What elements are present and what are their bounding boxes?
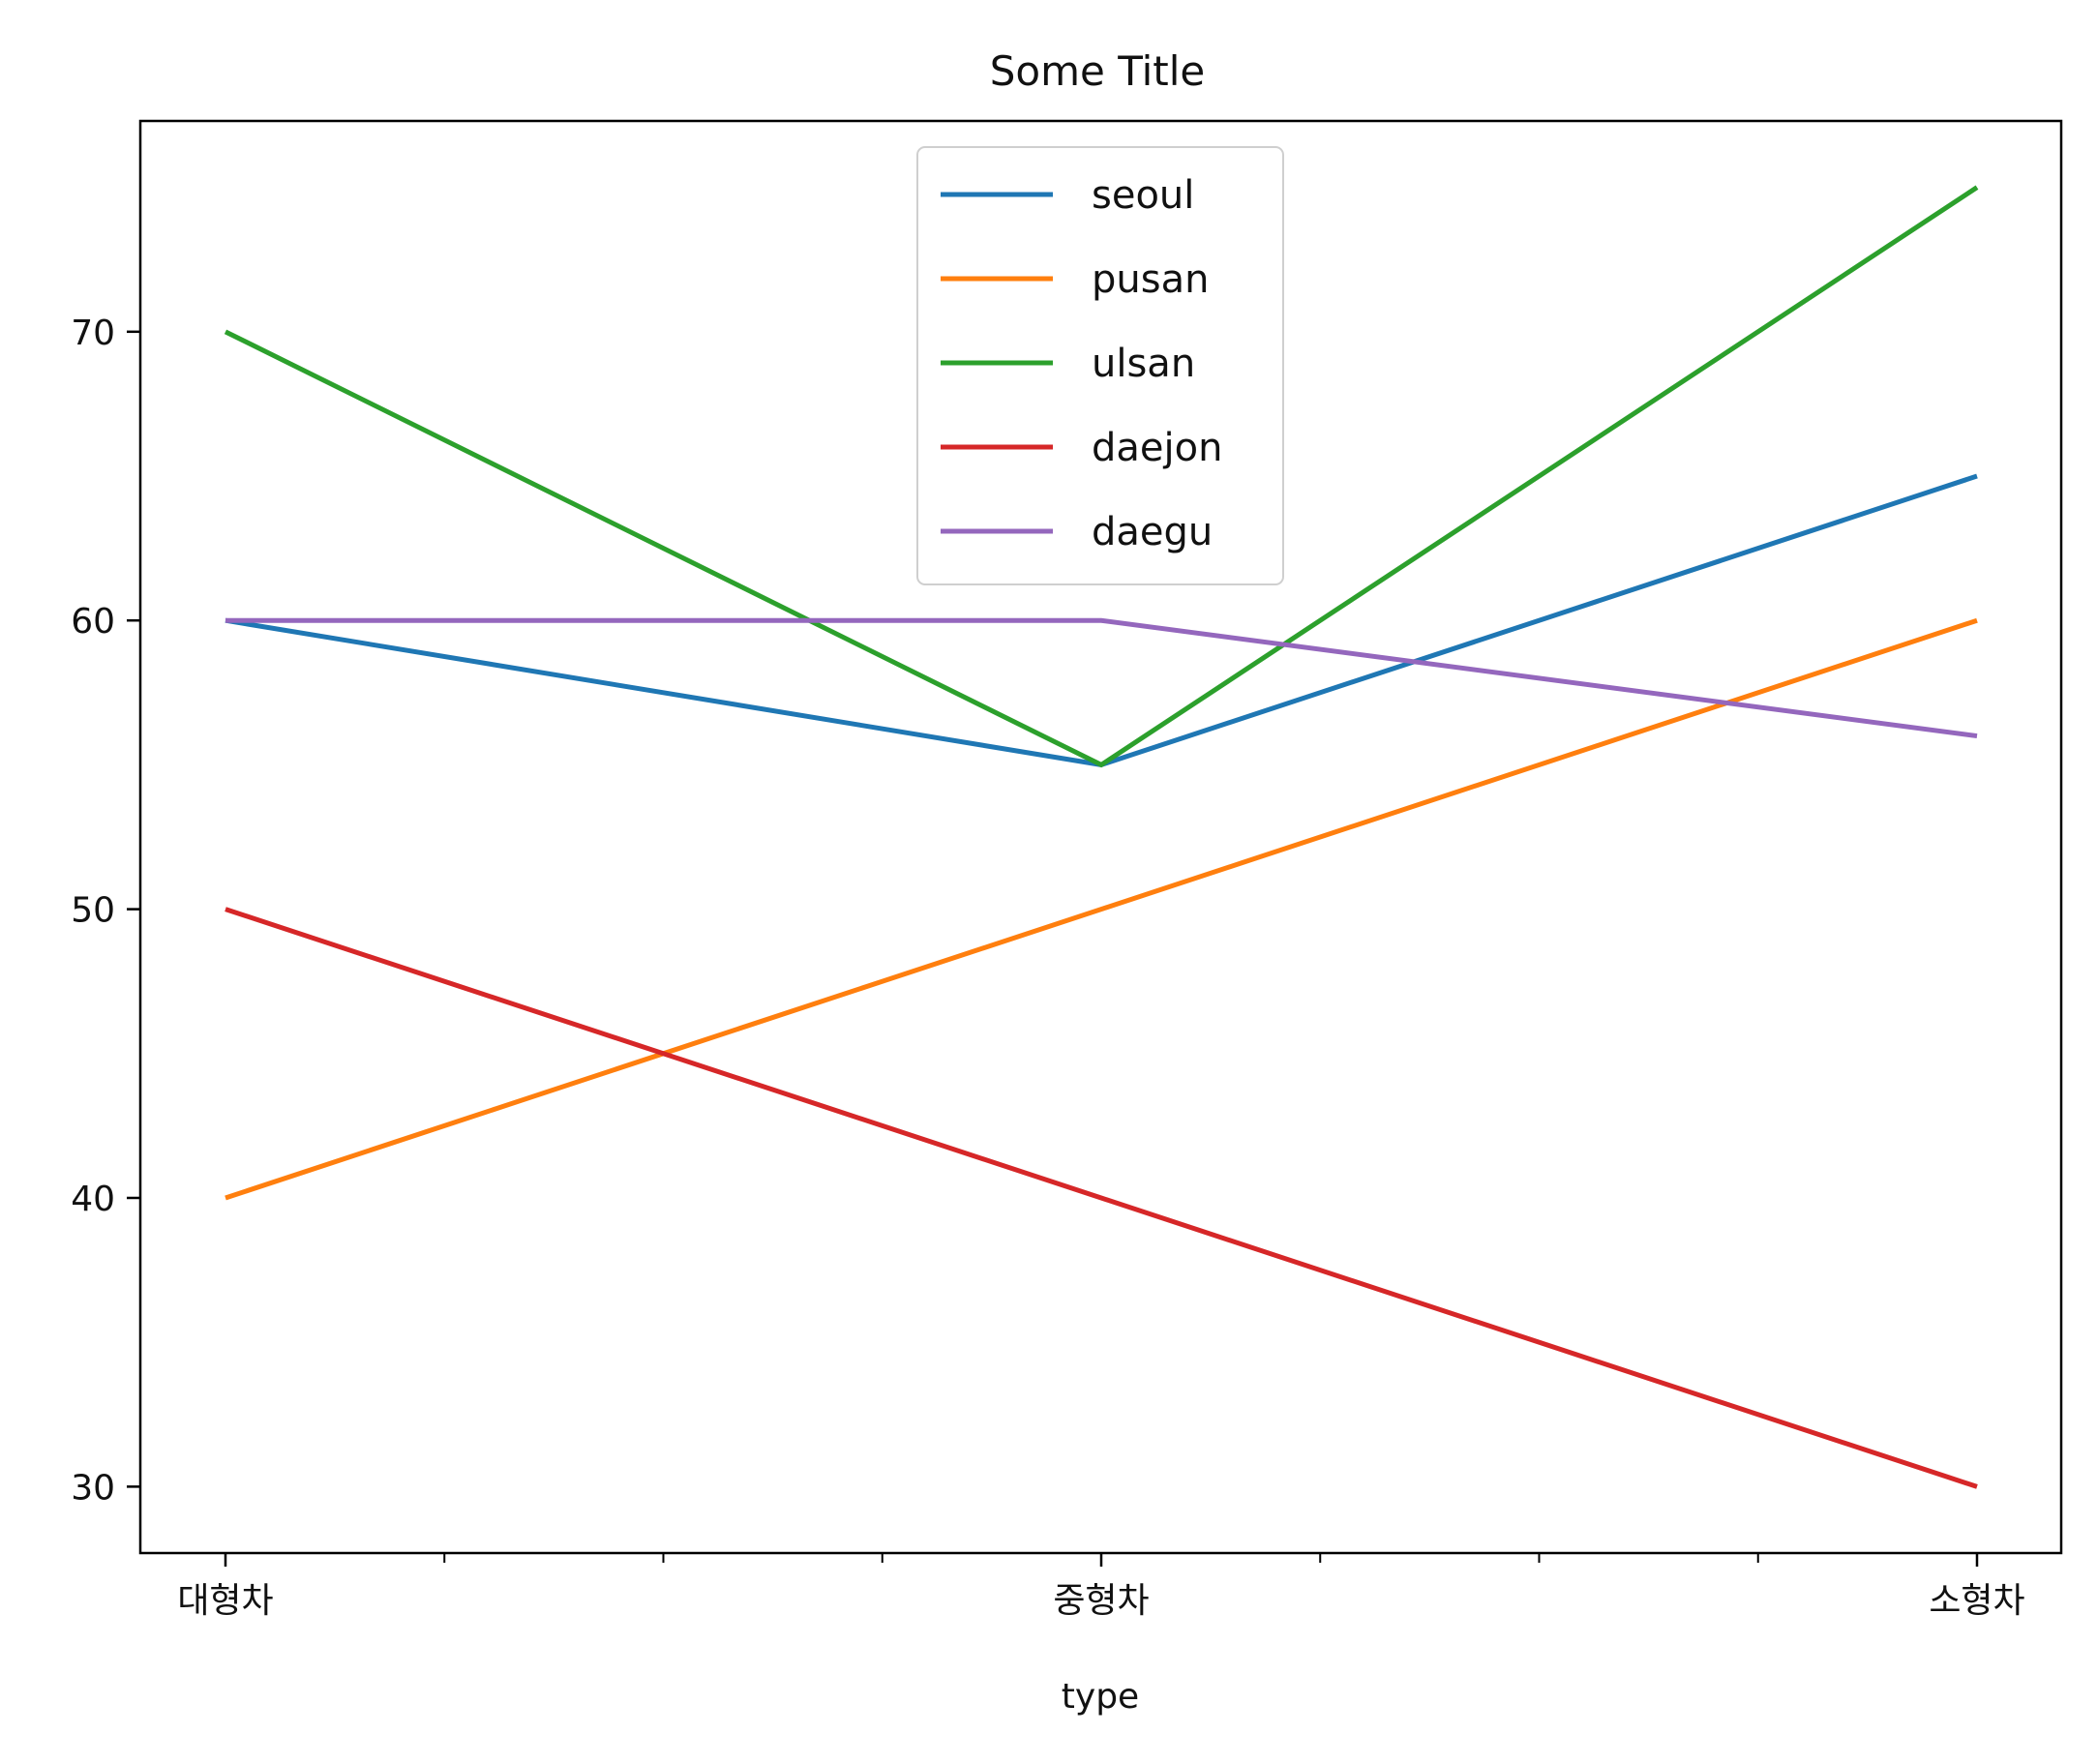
x-axis-label: type xyxy=(1062,1677,1139,1717)
chart-title: Some Title xyxy=(990,47,1205,95)
y-tick-label: 40 xyxy=(71,1180,115,1219)
y-tick-label: 30 xyxy=(71,1468,115,1508)
legend-label-ulsan: ulsan xyxy=(1092,342,1195,386)
y-tick-label: 70 xyxy=(71,314,115,353)
series-line-daejon xyxy=(225,907,1978,1489)
y-axis: 30 40 50 60 70 xyxy=(71,314,140,1508)
x-axis: 대형차 중형차 소형차 xyxy=(177,1553,2025,1621)
series-line-ulsan xyxy=(224,185,1979,768)
x-tick-label: 소형차 xyxy=(1929,1581,2024,1621)
y-tick-label: 60 xyxy=(71,602,115,642)
legend-label-daejon: daejon xyxy=(1092,426,1222,470)
series-line-pusan xyxy=(225,617,1978,1201)
series-line-daegu xyxy=(225,617,1978,739)
x-tick-label: 중형차 xyxy=(1053,1581,1149,1621)
legend: seoul pusan ulsan daejon daegu xyxy=(916,146,1284,585)
legend-label-seoul: seoul xyxy=(1092,173,1194,218)
legend-box xyxy=(916,146,1284,585)
series-lines xyxy=(224,185,1979,1489)
legend-label-daegu: daegu xyxy=(1092,510,1213,554)
legend-label-pusan: pusan xyxy=(1092,257,1209,302)
y-tick-label: 50 xyxy=(71,891,115,931)
x-tick-label: 대형차 xyxy=(177,1581,273,1621)
